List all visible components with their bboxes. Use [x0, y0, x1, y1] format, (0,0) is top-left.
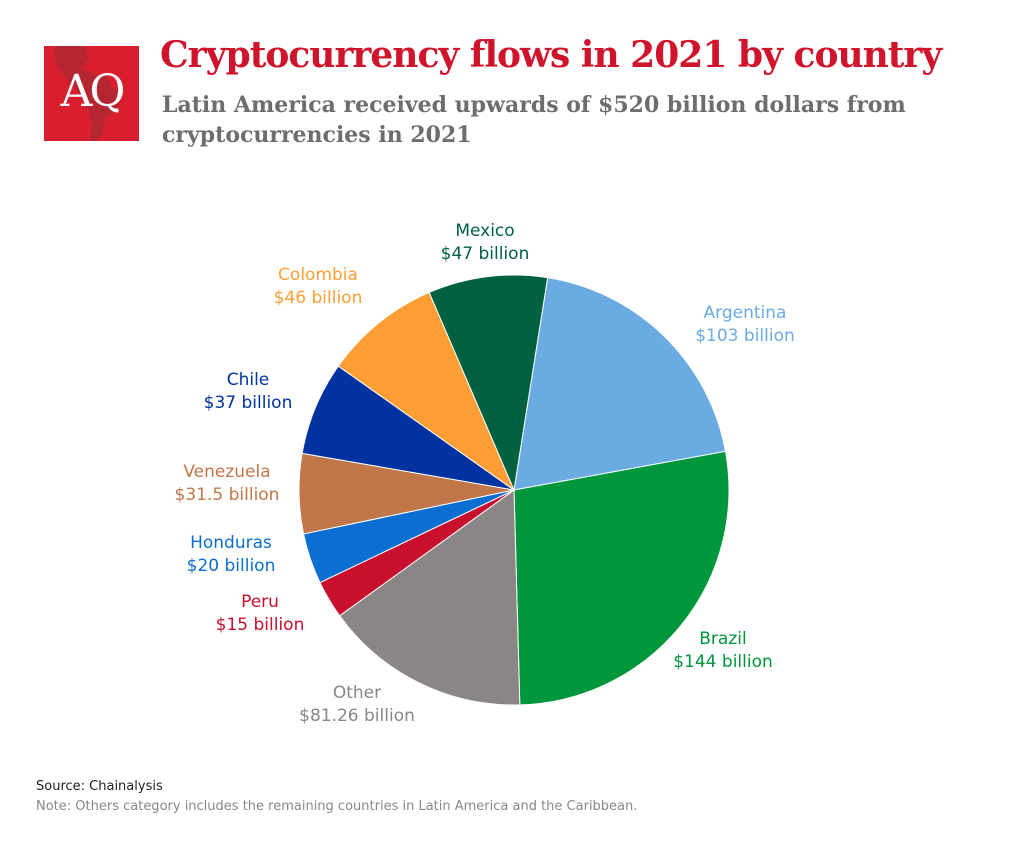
slice-name-label: Brazil — [699, 629, 746, 649]
slice-value-label: $31.5 billion — [175, 485, 280, 505]
pie-slice-other — [338, 489, 521, 706]
slice-name-label: Colombia — [278, 265, 358, 285]
slice-value-label: $81.26 billion — [299, 706, 415, 726]
logo-text: AQ — [60, 66, 126, 117]
slice-value-label: $20 billion — [187, 556, 276, 576]
slice-name-label: Venezuela — [183, 462, 270, 482]
slice-value-label: $144 billion — [673, 652, 773, 672]
chart-title: Cryptocurrency flows in 2021 by country — [160, 34, 942, 76]
slice-name-label: Mexico — [455, 221, 514, 241]
slice-name-label: Honduras — [190, 533, 272, 553]
pie-slice-colombia — [337, 291, 516, 492]
slice-name-label: Argentina — [704, 303, 787, 323]
note-text: Note: Others category includes the remai… — [36, 799, 638, 814]
chart-subtitle: Latin America received upwards of $520 b… — [162, 92, 906, 148]
slice-value-label: $103 billion — [695, 326, 795, 346]
aq-logo: AQ — [44, 46, 139, 141]
slice-value-label: $15 billion — [216, 615, 305, 635]
slice-value-label: $47 billion — [441, 244, 530, 264]
pie-slice-mexico — [428, 274, 549, 492]
slice-name-label: Chile — [227, 370, 270, 390]
slice-name-label: Other — [333, 683, 381, 703]
source-text: Source: Chainalysis — [36, 779, 163, 794]
slice-value-label: $46 billion — [274, 288, 363, 308]
pie-slice-argentina — [513, 277, 727, 491]
slice-value-label: $37 billion — [204, 393, 293, 413]
americas-map-graphic — [54, 46, 122, 141]
slice-name-label: Peru — [241, 592, 279, 612]
pie-slice-brazil — [513, 450, 730, 706]
